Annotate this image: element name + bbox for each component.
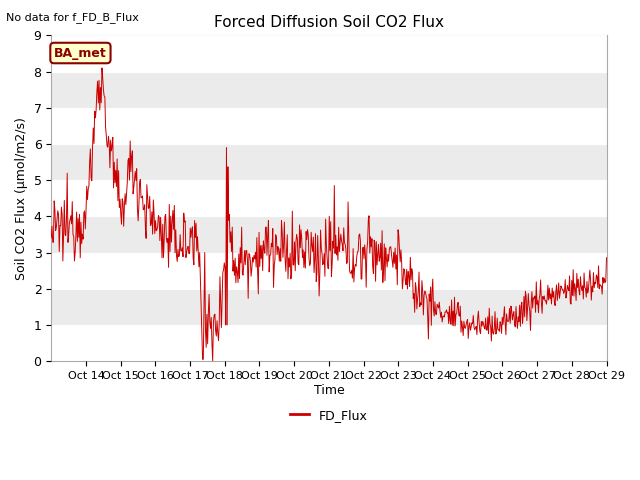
Bar <box>51 180 607 216</box>
Bar <box>51 325 607 361</box>
X-axis label: Time: Time <box>314 384 344 396</box>
Text: BA_met: BA_met <box>54 47 107 60</box>
Bar <box>51 252 607 289</box>
Y-axis label: Soil CO2 Flux (μmol/m2/s): Soil CO2 Flux (μmol/m2/s) <box>15 117 28 280</box>
Legend: FD_Flux: FD_Flux <box>285 404 372 427</box>
Bar <box>51 36 607 72</box>
Text: No data for f_FD_B_Flux: No data for f_FD_B_Flux <box>6 12 140 23</box>
Bar <box>51 108 607 144</box>
Title: Forced Diffusion Soil CO2 Flux: Forced Diffusion Soil CO2 Flux <box>214 15 444 30</box>
